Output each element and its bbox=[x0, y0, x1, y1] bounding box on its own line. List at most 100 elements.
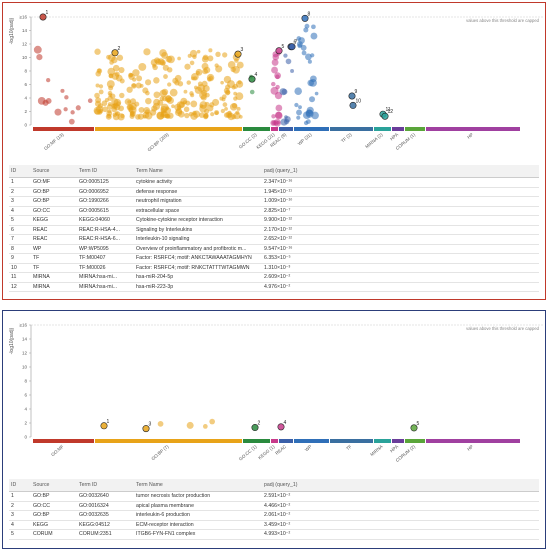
category-bar bbox=[294, 439, 329, 443]
data-point bbox=[305, 53, 312, 61]
category-bar bbox=[405, 439, 425, 443]
y-tick-label: 6 bbox=[24, 393, 27, 398]
table-row: 5 KEGG KEGG:04060 Cytokine-cytokine recepto… bbox=[9, 215, 539, 226]
data-point bbox=[189, 60, 195, 66]
cell-term-id: MIRNA:hsa-mi... bbox=[77, 272, 134, 283]
data-point bbox=[307, 79, 315, 87]
category-label: GO:BP (203) bbox=[147, 132, 170, 153]
data-point bbox=[203, 66, 211, 74]
data-point bbox=[271, 58, 279, 66]
cell-padj: 2.347×10⁻¹⁶ bbox=[262, 177, 326, 188]
data-point bbox=[138, 106, 145, 113]
table-row: 3 GO:BP GO:1990266 neutrophil migration 1.00… bbox=[9, 196, 539, 207]
y-tick-label: 4 bbox=[24, 96, 27, 101]
data-point bbox=[98, 89, 104, 95]
cell-spacer bbox=[326, 234, 539, 245]
data-point bbox=[310, 32, 318, 40]
data-point bbox=[184, 63, 191, 70]
cell-id: 6 bbox=[9, 225, 31, 235]
cell-term-name: cytokine activity bbox=[134, 177, 262, 188]
cell-term-name: Cytokine-cytokine receptor interaction bbox=[134, 215, 262, 226]
cell-term-id: CORUM:2351 bbox=[77, 529, 134, 540]
category-label: GO:MF (13) bbox=[43, 132, 65, 152]
point-id-label: 8 bbox=[308, 11, 311, 17]
cell-source: GO:BP bbox=[31, 187, 77, 197]
highlighted-point bbox=[248, 75, 256, 83]
data-point bbox=[138, 62, 147, 71]
data-point bbox=[215, 65, 223, 73]
data-point bbox=[46, 77, 51, 83]
data-point bbox=[155, 58, 162, 65]
cell-padj: 2.170×10⁻¹² bbox=[262, 225, 326, 235]
data-point bbox=[132, 77, 137, 82]
y-tick-label: 10 bbox=[22, 55, 28, 60]
category-bar bbox=[392, 127, 404, 131]
category-bar bbox=[426, 439, 520, 443]
data-point bbox=[191, 72, 199, 81]
category-label: HPA bbox=[389, 444, 399, 454]
data-point bbox=[202, 84, 210, 92]
top-panel: 0 2 4 6 8 10 12 14 ≥16 values above this threshol… bbox=[2, 2, 546, 300]
point-id-label: 10 bbox=[356, 98, 362, 104]
data-point bbox=[64, 95, 69, 100]
data-point bbox=[186, 421, 194, 429]
y-tick-label: 2 bbox=[24, 421, 27, 426]
data-point bbox=[229, 103, 238, 111]
category-bar bbox=[330, 439, 373, 443]
table-row: 12 MIRNA MIRNA:hsa-mi... hsa-miR-223-3p 4.97… bbox=[9, 282, 539, 292]
cell-padj: 1.009×10⁻¹⁰ bbox=[262, 196, 326, 207]
point-id-label: 3 bbox=[241, 47, 244, 53]
cell-padj: 4.993×10⁻² bbox=[262, 529, 326, 540]
data-point bbox=[36, 53, 43, 61]
cell-term-name: ITGB6-FYN-FN1 complex bbox=[134, 529, 262, 540]
data-point bbox=[193, 85, 198, 90]
y-tick-label: 0 bbox=[24, 435, 27, 440]
cell-term-id: TF:M00407 bbox=[77, 253, 134, 264]
cell-term-id: WP:WP5095 bbox=[77, 244, 134, 254]
cell-source: GO:CC bbox=[31, 501, 77, 511]
cell-spacer bbox=[326, 510, 539, 521]
header-id: ID bbox=[9, 165, 31, 178]
cell-source: WP bbox=[31, 244, 77, 254]
cell-padj: 6.353×10⁻⁵ bbox=[262, 253, 326, 264]
point-id-label: 11 bbox=[386, 107, 391, 113]
table-row: 1 GO:MF GO:0005125 cytokine activity 2.347×1… bbox=[9, 177, 539, 188]
cell-padj: 2.652×10⁻¹² bbox=[262, 234, 326, 245]
category-label: GO:CC (1) bbox=[238, 444, 258, 462]
data-point bbox=[94, 92, 100, 99]
highlighted-point bbox=[381, 112, 389, 120]
cell-padj: 1.945×10⁻¹¹ bbox=[262, 187, 326, 197]
category-label: TF (2) bbox=[340, 132, 353, 144]
y-tick-label: 14 bbox=[22, 28, 28, 33]
cell-id: 3 bbox=[9, 196, 31, 207]
cell-term-name: tumor necrosis factor production bbox=[134, 491, 262, 502]
data-point bbox=[167, 112, 174, 119]
category-label: MIRNA bbox=[369, 444, 383, 457]
header-padj: padj (query_1) bbox=[262, 479, 326, 492]
category-bar bbox=[95, 127, 242, 131]
category-label: HP bbox=[466, 132, 474, 140]
data-point bbox=[213, 110, 220, 116]
cell-padj: 9.547×10⁻¹⁶ bbox=[262, 244, 326, 254]
data-point bbox=[145, 90, 150, 96]
data-point bbox=[135, 114, 141, 120]
data-point bbox=[112, 64, 120, 72]
cell-spacer bbox=[326, 225, 539, 235]
y-axis-label: -log10(padj) bbox=[9, 17, 15, 44]
category-label: WP (31) bbox=[297, 132, 313, 147]
data-point bbox=[163, 74, 168, 79]
data-point bbox=[161, 52, 169, 59]
cell-id: 12 bbox=[9, 282, 31, 292]
data-point bbox=[185, 100, 191, 106]
table-row: 3 GO:BP GO:0032635 interleukin-6 production… bbox=[9, 510, 539, 521]
data-point bbox=[118, 66, 125, 74]
cell-term-id: MIRNA:hsa-mi... bbox=[77, 282, 134, 292]
category-bar bbox=[405, 127, 425, 131]
data-point bbox=[234, 58, 239, 63]
cell-spacer bbox=[326, 177, 539, 188]
data-point bbox=[161, 88, 169, 96]
category-label: GO:BP (7) bbox=[150, 444, 170, 462]
point-id-label: 5 bbox=[417, 421, 420, 427]
cell-term-name: neutrophil migration bbox=[134, 196, 262, 207]
data-point bbox=[95, 97, 102, 104]
